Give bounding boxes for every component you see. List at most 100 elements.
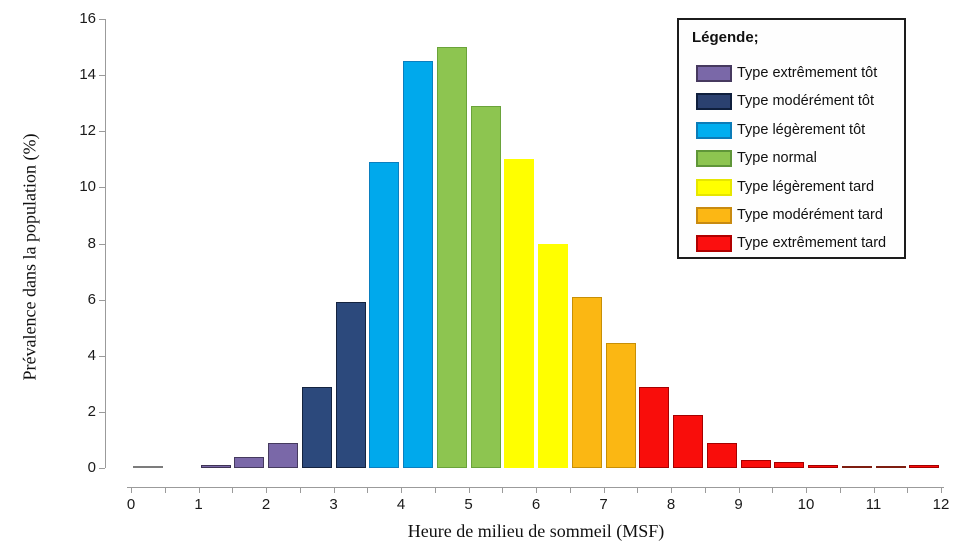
x-tick bbox=[603, 487, 605, 493]
x-tick-label: 11 bbox=[865, 496, 882, 513]
bar bbox=[301, 386, 332, 468]
bar bbox=[538, 243, 568, 468]
x-tick-label: 8 bbox=[666, 496, 676, 513]
bar bbox=[740, 459, 771, 468]
x-tick bbox=[536, 487, 537, 493]
y-tick bbox=[99, 131, 105, 133]
x-tick bbox=[839, 487, 841, 493]
bar bbox=[605, 343, 636, 468]
x-tick bbox=[232, 487, 234, 493]
bar bbox=[808, 464, 838, 468]
legend-color-swatch bbox=[696, 150, 732, 168]
bar bbox=[706, 442, 737, 468]
bar bbox=[639, 386, 670, 468]
bar bbox=[369, 162, 400, 468]
legend-item: Type extrêmement tard bbox=[679, 235, 904, 255]
y-tick bbox=[99, 187, 105, 189]
x-tick bbox=[704, 487, 706, 493]
bar bbox=[268, 442, 298, 468]
bar bbox=[504, 159, 535, 468]
legend-item-label: Type modérément tard bbox=[737, 207, 883, 223]
x-tick bbox=[198, 487, 200, 493]
x-tick bbox=[468, 487, 470, 493]
y-tick bbox=[99, 355, 105, 357]
legend-item: Type légèrement tard bbox=[679, 178, 904, 199]
x-tick bbox=[806, 487, 807, 493]
x-tick bbox=[401, 487, 402, 493]
legend-title: Légende; bbox=[692, 29, 759, 46]
x-tick bbox=[164, 487, 166, 493]
legend-item: Type extrêmement tôt bbox=[679, 65, 904, 85]
x-tick bbox=[131, 487, 132, 493]
bar bbox=[571, 296, 602, 468]
x-tick-label: 1 bbox=[194, 496, 203, 513]
x-tick-label: 6 bbox=[531, 496, 541, 513]
y-tick-label: 14 bbox=[79, 66, 96, 84]
bar bbox=[875, 466, 906, 468]
x-tick bbox=[434, 487, 436, 493]
x-tick-label: 9 bbox=[734, 496, 743, 513]
x-tick bbox=[266, 487, 267, 493]
legend-item: Type normal bbox=[679, 150, 904, 170]
x-tick bbox=[299, 487, 301, 493]
bar bbox=[403, 61, 433, 468]
y-axis-line bbox=[105, 19, 106, 468]
x-tick-label: 3 bbox=[329, 496, 338, 513]
legend-item-label: Type extrêmement tard bbox=[737, 235, 887, 252]
x-tick-label: 2 bbox=[261, 496, 271, 513]
x-tick-label: 10 bbox=[797, 496, 815, 513]
y-tick bbox=[99, 19, 105, 20]
bar bbox=[436, 47, 467, 468]
bar bbox=[133, 466, 163, 468]
x-tick bbox=[569, 487, 571, 493]
legend-item-label: Type légèrement tôt bbox=[737, 121, 866, 138]
y-tick-label: 12 bbox=[79, 122, 96, 140]
x-tick bbox=[772, 487, 774, 493]
legend-color-swatch bbox=[696, 207, 732, 224]
y-tick-label: 4 bbox=[87, 346, 96, 364]
x-tick-label: 0 bbox=[126, 496, 136, 513]
x-tick-label: 7 bbox=[599, 496, 608, 513]
y-tick-label: 16 bbox=[79, 10, 96, 27]
bar bbox=[200, 465, 231, 468]
bar bbox=[774, 462, 805, 468]
bar bbox=[470, 106, 501, 468]
x-tick bbox=[637, 487, 639, 493]
y-tick bbox=[99, 243, 105, 245]
y-tick bbox=[99, 411, 105, 413]
x-tick bbox=[873, 487, 875, 493]
bar bbox=[335, 302, 366, 468]
y-tick-label: 2 bbox=[87, 402, 96, 420]
legend-item: Type modérément tôt bbox=[679, 93, 904, 113]
x-tick-label: 4 bbox=[396, 496, 406, 513]
legend-item: Type légèrement tôt bbox=[679, 121, 904, 142]
legend-color-swatch bbox=[696, 235, 732, 253]
x-tick-label: 12 bbox=[932, 496, 950, 513]
y-tick bbox=[99, 299, 105, 301]
y-tick-label: 8 bbox=[87, 234, 96, 252]
x-tick bbox=[333, 487, 335, 493]
legend-item-label: Type légèrement tard bbox=[737, 178, 875, 195]
x-tick bbox=[941, 487, 942, 493]
x-tick bbox=[367, 487, 369, 493]
x-tick bbox=[671, 487, 672, 493]
legend-item: Type modérément tard bbox=[679, 207, 904, 227]
legend-item-label: Type extrêmement tôt bbox=[737, 65, 878, 81]
y-tick bbox=[99, 75, 105, 77]
legend-color-swatch bbox=[696, 65, 732, 82]
x-tick bbox=[502, 487, 504, 493]
y-axis-title: Prévalence dans la population (%) bbox=[19, 133, 40, 381]
bar bbox=[909, 465, 940, 468]
bar bbox=[673, 414, 703, 468]
legend: Légende; Type extrêmement tôt Type modéré… bbox=[677, 18, 906, 259]
legend-item-label: Type modérément tôt bbox=[737, 93, 875, 110]
x-axis-title: Heure de milieu de sommeil (MSF) bbox=[407, 521, 665, 541]
y-tick-label: 10 bbox=[79, 178, 96, 196]
y-tick-label: 0 bbox=[87, 459, 96, 476]
legend-color-swatch bbox=[696, 93, 732, 111]
x-tick-label: 5 bbox=[464, 496, 473, 513]
legend-color-swatch bbox=[696, 121, 732, 139]
y-tick-label: 6 bbox=[87, 290, 96, 308]
bar bbox=[841, 466, 872, 468]
